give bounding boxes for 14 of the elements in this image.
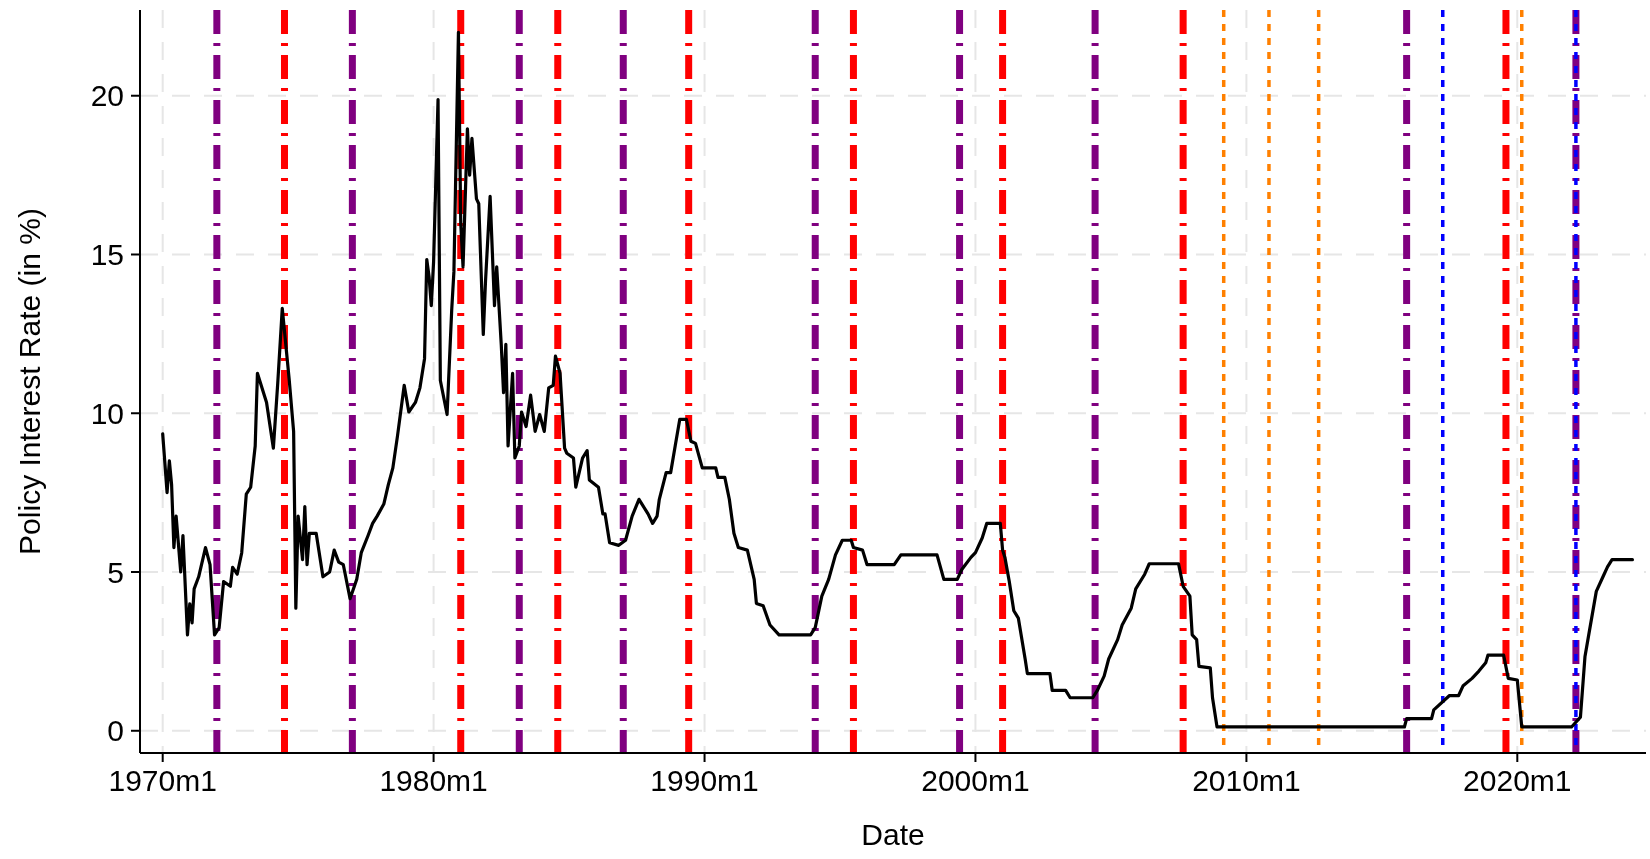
x-tick-label: 1980m1 [379,764,488,797]
y-axis-title: Policy Interest Rate (in %) [13,208,46,555]
line-series [161,30,1635,729]
x-axis-title: Date [861,818,925,851]
y-tick-label: 0 [107,714,124,748]
y-tick-label: 20 [90,79,124,113]
y-tick-label: 15 [90,237,124,271]
y-tick-label: 5 [107,555,124,589]
x-tick-label: 2000m1 [921,764,1030,797]
x-tick-label: 1990m1 [650,764,759,797]
x-tick-label: 2020m1 [1463,764,1572,797]
x-tick-label: 2010m1 [1192,764,1301,797]
y-tick-label: 10 [90,396,124,430]
x-tick-label: 1970m1 [108,764,217,797]
